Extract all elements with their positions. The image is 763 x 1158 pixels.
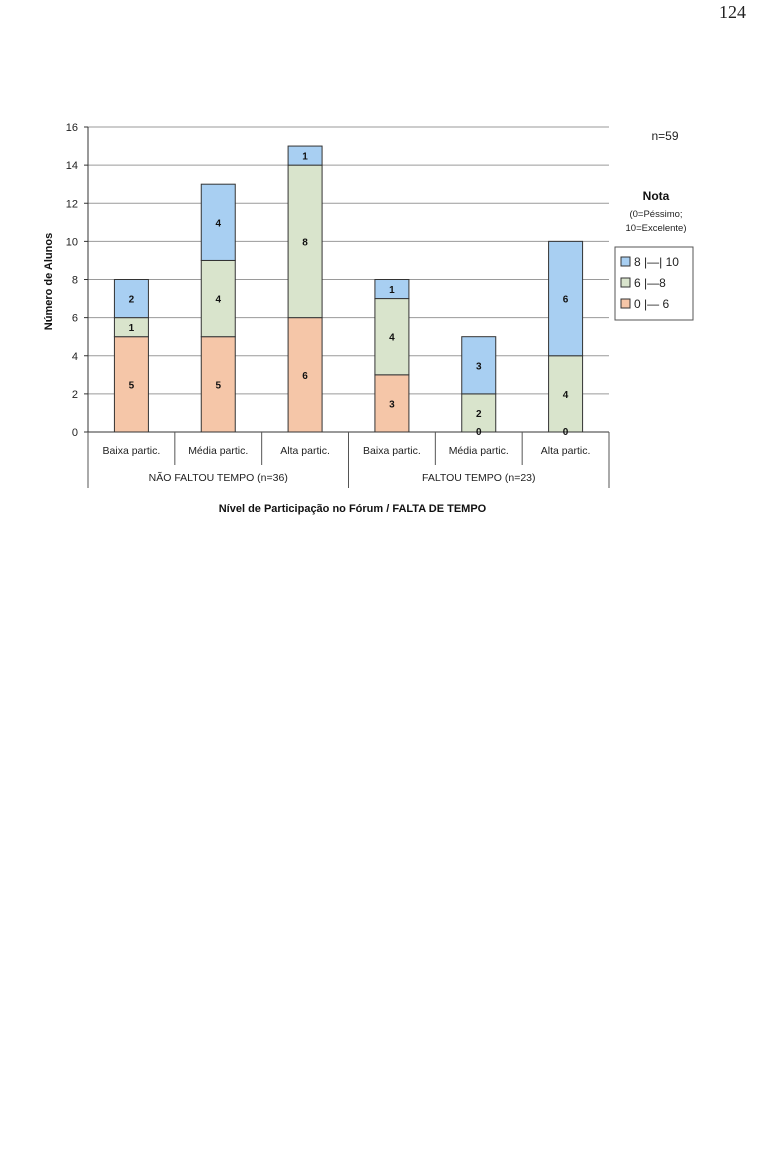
category-label: Média partic. (188, 445, 248, 457)
legend-entry: 6 |—8 (634, 276, 666, 290)
group-label: FALTOU TEMPO (n=23) (422, 472, 536, 484)
bar-value-label: 6 (302, 371, 308, 382)
page-number: 124 (719, 2, 746, 22)
y-tick-label: 0 (72, 427, 78, 439)
legend: n=59 Nota (0=Péssimo; 10=Excelente) 8 |—| 10… (614, 129, 694, 321)
legend-subtitle: 10=Excelente) (626, 223, 687, 234)
bar-segment (548, 240, 584, 357)
category-label: Baixa partic. (103, 445, 161, 457)
bar-value-label: 1 (302, 152, 308, 163)
legend-swatch (620, 298, 631, 309)
bar-segment (374, 298, 410, 376)
legend-entry: 8 |—| 10 (634, 255, 679, 269)
bar-value-label: 0 (476, 427, 482, 438)
bar-value-label: 8 (302, 237, 308, 248)
y-tick-label: 2 (72, 389, 78, 401)
bar-value-label: 5 (129, 380, 135, 391)
sample-size-annotation: n=59 (651, 129, 678, 143)
bar-segment (461, 393, 497, 433)
category-label: Média partic. (449, 445, 509, 457)
category-label: Alta partic. (541, 445, 591, 457)
legend-title: Nota (643, 189, 670, 203)
bar-value-label: 0 (563, 427, 569, 438)
bar-value-label: 4 (563, 390, 569, 401)
bars (113, 145, 584, 433)
bar-value-label: 1 (389, 285, 395, 296)
category-label: Alta partic. (280, 445, 330, 457)
bar-segment (200, 259, 236, 338)
group-label: NÃO FALTOU TEMPO (n=36) (149, 471, 288, 484)
bar-value-label: 4 (215, 295, 221, 306)
bar-value-label: 3 (476, 361, 482, 372)
bar-segment (287, 145, 323, 166)
bar-segment (374, 279, 410, 300)
bar-segment (287, 317, 323, 433)
legend-entry: 0 |— 6 (634, 297, 669, 311)
legend-swatch (620, 256, 631, 267)
y-tick-label: 4 (72, 351, 78, 363)
gridlines (88, 126, 609, 395)
bar-segment (287, 164, 323, 319)
y-tick-label: 14 (66, 160, 78, 172)
legend-subtitle: (0=Péssimo; (629, 209, 682, 220)
axes (84, 126, 610, 488)
legend-swatch (620, 277, 631, 288)
category-label: Baixa partic. (363, 445, 421, 457)
bar-value-label: 6 (563, 295, 569, 306)
y-tick-label: 10 (66, 236, 78, 248)
y-axis-title: Número de Alunos (43, 233, 55, 330)
bar-segment (374, 374, 410, 433)
bar-value-label: 2 (129, 295, 135, 306)
bar-segment (461, 336, 497, 395)
y-tick-label: 12 (66, 198, 78, 210)
bar-value-label: 2 (476, 409, 482, 420)
bar-value-label: 4 (215, 218, 221, 229)
bar-segment (113, 279, 149, 319)
bar-segment (200, 183, 236, 261)
bar-segment (200, 336, 236, 433)
bar-value-label: 3 (389, 399, 395, 410)
y-tick-label: 16 (66, 122, 78, 134)
y-tick-label: 8 (72, 275, 78, 287)
bar-value-label: 5 (215, 380, 221, 391)
bar-value-label: 1 (129, 323, 135, 334)
bar-value-label: 4 (389, 333, 395, 344)
y-tick-label: 6 (72, 313, 78, 325)
x-axis-title: Nível de Participação no Fórum / FALTA D… (219, 503, 487, 515)
